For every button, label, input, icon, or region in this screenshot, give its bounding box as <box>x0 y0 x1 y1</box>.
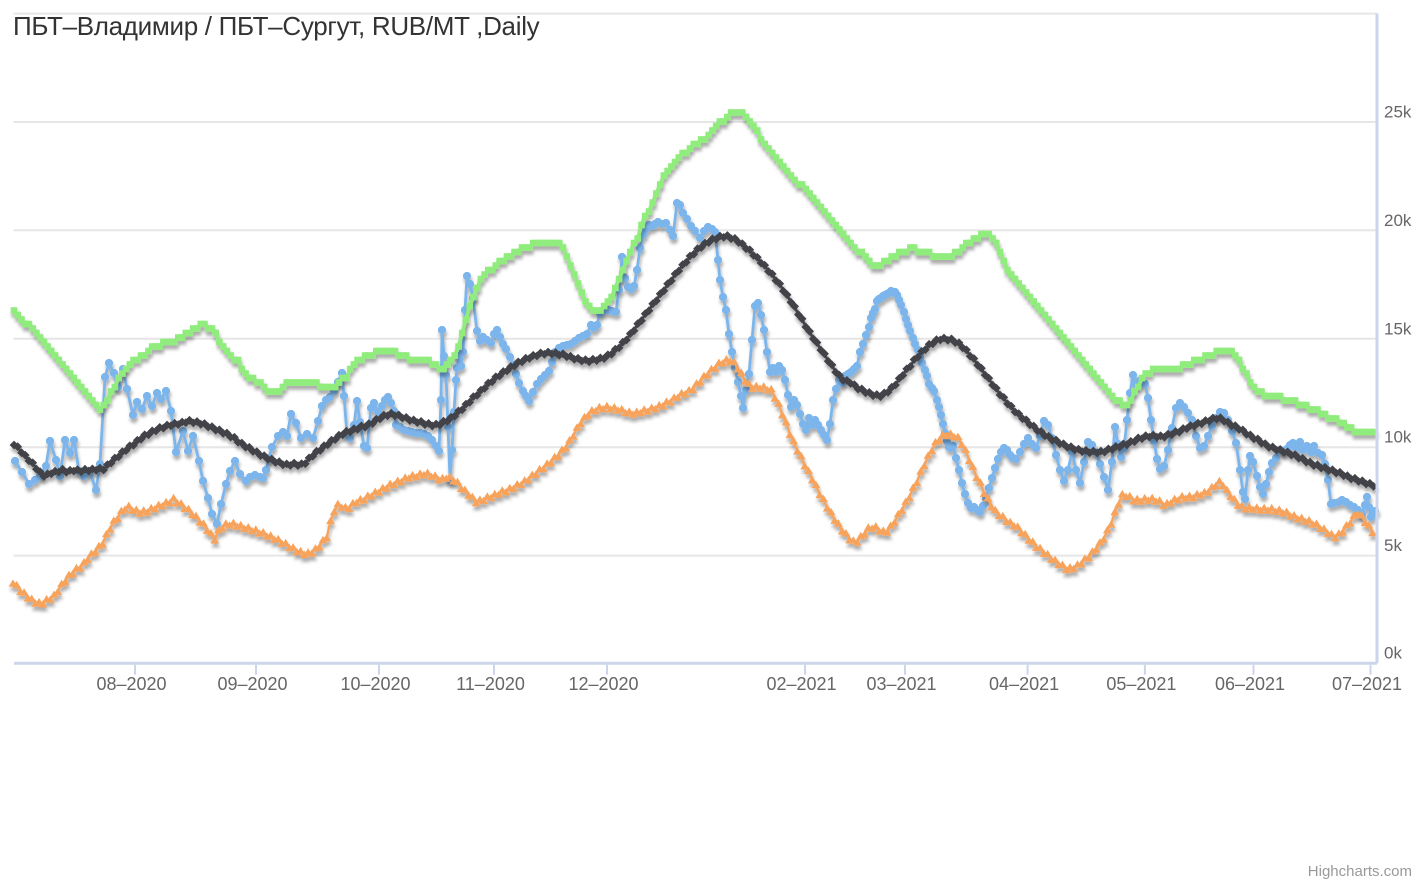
svg-text:25k: 25k <box>1384 103 1412 122</box>
svg-text:03–2021: 03–2021 <box>866 674 936 694</box>
svg-text:0k: 0k <box>1384 644 1402 663</box>
svg-text:12–2020: 12–2020 <box>568 674 638 694</box>
svg-text:5k: 5k <box>1384 536 1402 555</box>
svg-text:ПБТ–Владимир / ПБТ–Сургут, RUB: ПБТ–Владимир / ПБТ–Сургут, RUB/MT ,Daily <box>13 11 540 41</box>
svg-text:02–2021: 02–2021 <box>766 674 836 694</box>
svg-text:05–2021: 05–2021 <box>1106 674 1176 694</box>
svg-text:04–2021: 04–2021 <box>989 674 1059 694</box>
svg-text:06–2021: 06–2021 <box>1215 674 1285 694</box>
svg-text:08–2020: 08–2020 <box>96 674 166 694</box>
svg-text:10k: 10k <box>1384 428 1412 447</box>
svg-text:10–2020: 10–2020 <box>340 674 410 694</box>
svg-text:Highcharts.com: Highcharts.com <box>1308 863 1412 880</box>
svg-text:15k: 15k <box>1384 319 1412 338</box>
svg-text:07–2021: 07–2021 <box>1332 674 1402 694</box>
svg-text:09–2020: 09–2020 <box>217 674 287 694</box>
svg-text:20k: 20k <box>1384 211 1412 230</box>
svg-text:11–2020: 11–2020 <box>456 674 525 694</box>
